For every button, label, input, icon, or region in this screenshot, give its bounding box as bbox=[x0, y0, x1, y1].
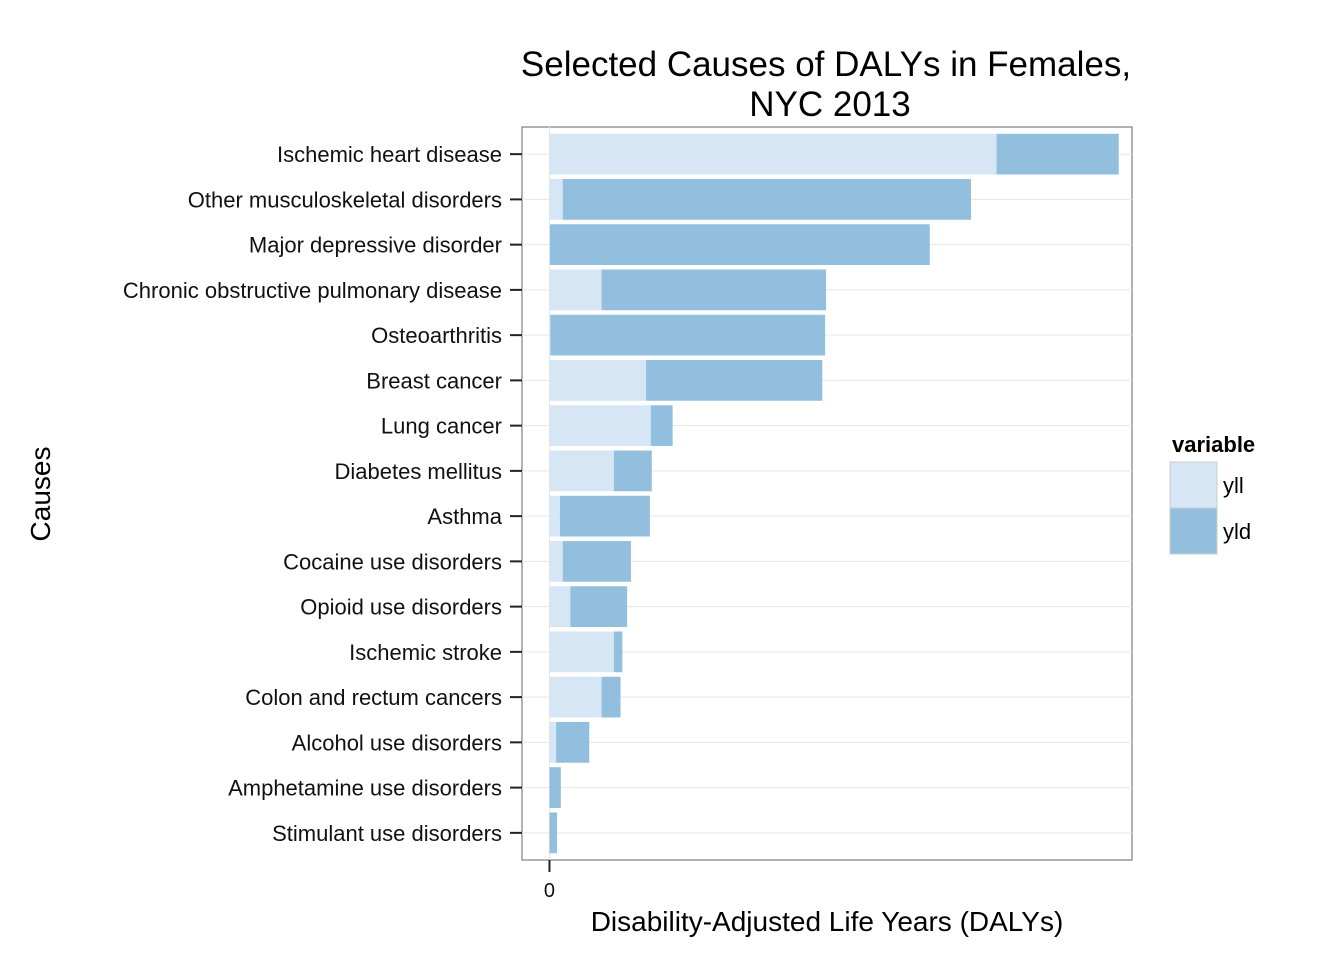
bar-yll-0 bbox=[549, 133, 997, 175]
legend: variable yll yld bbox=[1169, 432, 1255, 555]
category-label-2: Major depressive disorder bbox=[249, 233, 502, 258]
bar-yld-12 bbox=[601, 676, 621, 718]
bar-yld-4 bbox=[550, 314, 826, 356]
y-axis-title: Causes bbox=[25, 447, 56, 542]
category-label-0: Ischemic heart disease bbox=[277, 142, 502, 167]
category-label-9: Cocaine use disorders bbox=[283, 549, 502, 574]
category-label-15: Stimulant use disorders bbox=[272, 821, 502, 846]
bar-yll-11 bbox=[549, 631, 614, 673]
category-label-13: Alcohol use disorders bbox=[292, 730, 502, 755]
category-label-5: Breast cancer bbox=[366, 368, 502, 393]
plot-panel bbox=[521, 126, 1133, 861]
category-label-11: Ischemic stroke bbox=[349, 640, 502, 665]
chart-title-line-1: Selected Causes of DALYs in Females, bbox=[521, 45, 1131, 84]
bar-yld-8 bbox=[559, 495, 650, 537]
category-label-7: Diabetes mellitus bbox=[334, 459, 502, 484]
y-axis: Ischemic heart disease Other musculoskele… bbox=[123, 142, 522, 846]
bar-yll-1 bbox=[549, 179, 563, 220]
x-axis-title: Disability-Adjusted Life Years (DALYs) bbox=[591, 906, 1064, 937]
category-label-4: Osteoarthritis bbox=[371, 323, 502, 348]
category-label-14: Amphetamine use disorders bbox=[228, 776, 502, 801]
bar-yld-10 bbox=[570, 586, 628, 627]
bar-yld-6 bbox=[650, 405, 673, 446]
category-label-3: Chronic obstructive pulmonary disease bbox=[123, 278, 502, 303]
legend-key-yld bbox=[1169, 507, 1218, 555]
bar-yld-14 bbox=[549, 767, 561, 808]
bar-yld-2 bbox=[549, 224, 930, 266]
bars bbox=[549, 133, 1119, 854]
bar-yll-7 bbox=[549, 450, 614, 492]
bar-yll-5 bbox=[549, 360, 647, 401]
bar-yll-13 bbox=[549, 721, 557, 763]
bar-yll-10 bbox=[549, 586, 571, 627]
bar-yld-1 bbox=[562, 179, 971, 220]
category-label-10: Opioid use disorders bbox=[300, 595, 502, 620]
bar-yld-3 bbox=[601, 269, 827, 311]
x-axis: 0 bbox=[544, 860, 555, 902]
legend-label-yll: yll bbox=[1223, 473, 1244, 498]
bar-yll-12 bbox=[549, 676, 602, 718]
bar-yld-0 bbox=[996, 133, 1119, 175]
bar-yld-7 bbox=[613, 450, 652, 492]
bar-yld-11 bbox=[613, 631, 623, 673]
category-label-12: Colon and rectum cancers bbox=[245, 685, 502, 710]
legend-title: variable bbox=[1172, 432, 1255, 457]
x-tick-label-0: 0 bbox=[544, 880, 555, 902]
bar-yld-5 bbox=[646, 360, 823, 401]
bar-yll-9 bbox=[549, 541, 563, 582]
chart-title-line-2: NYC 2013 bbox=[749, 85, 910, 124]
legend-key-yll bbox=[1169, 461, 1218, 509]
legend-label-yld: yld bbox=[1223, 519, 1251, 544]
bar-yll-6 bbox=[549, 405, 651, 446]
bar-yld-13 bbox=[556, 721, 590, 763]
bar-yll-8 bbox=[549, 495, 560, 537]
bar-yld-15 bbox=[549, 812, 558, 854]
bar-yld-9 bbox=[562, 541, 631, 582]
category-label-8: Asthma bbox=[427, 504, 502, 529]
category-label-6: Lung cancer bbox=[381, 414, 502, 439]
bar-yll-3 bbox=[549, 269, 602, 311]
bar-yll-4 bbox=[549, 314, 551, 356]
category-label-1: Other musculoskeletal disorders bbox=[188, 187, 502, 212]
